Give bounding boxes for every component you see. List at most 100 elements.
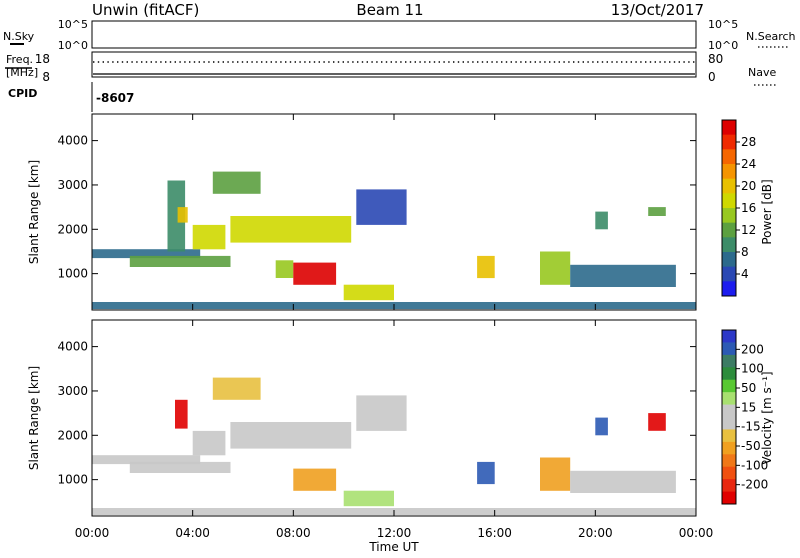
colorbar-swatch <box>722 367 736 381</box>
colorbar-swatch <box>722 178 736 194</box>
colorbar-swatch <box>722 252 736 268</box>
power-colorbar: 28 24 20 16 12 8 4 <box>721 119 756 297</box>
y-tick-label: 3000 <box>57 384 88 398</box>
colorbar-swatch <box>722 466 736 480</box>
colorbar-swatch <box>722 222 736 238</box>
freq-tick-top: 18 <box>35 52 50 66</box>
colorbar-tick-label: 28 <box>741 135 756 149</box>
nsky-tick-bottom: 10^0 <box>58 39 88 52</box>
echo-region <box>230 422 352 449</box>
colorbar-swatch <box>722 237 736 253</box>
power-panel: 1000 2000 3000 4000 Slant Range [km] <box>27 113 697 311</box>
colorbar-swatch <box>722 120 736 136</box>
beam-label: Beam 11 <box>356 1 423 19</box>
colorbar-swatch <box>722 193 736 209</box>
colorbar-swatch <box>722 330 736 343</box>
colorbar-tick-label: -50 <box>741 439 761 453</box>
colorbar-tick-label: 50 <box>741 381 756 395</box>
x-axis-label: Time UT <box>368 540 419 554</box>
nave-tick-top: 80 <box>708 52 723 66</box>
power-y-ticks: 1000 2000 3000 4000 <box>57 134 696 281</box>
colorbar-swatch <box>722 266 736 282</box>
noise-strip: N.Sky 10^5 10^0 10^5 10^0 N.Search <box>3 18 796 52</box>
colorbar-swatch <box>722 208 736 224</box>
echo-region <box>648 413 666 431</box>
colorbar-swatch <box>722 417 736 430</box>
y-tick-label: 2000 <box>57 222 88 236</box>
echo-region <box>293 262 337 285</box>
cpid-value: -8607 <box>96 91 134 105</box>
colorbar-swatch <box>722 454 736 468</box>
velocity-colorbar: 200 100 50 15 -15 -50 -100 -200 <box>721 329 768 505</box>
colorbar-swatch <box>722 342 736 356</box>
noise-panel-frame <box>91 20 697 49</box>
velocity-panel: 1000 2000 3000 4000 Slant Range [km] <box>27 319 697 517</box>
colorbar-tick-label: 20 <box>741 179 756 193</box>
echo-region <box>92 455 201 465</box>
colorbar-swatch <box>722 164 736 180</box>
colorbar-swatch <box>722 149 736 165</box>
echo-region <box>477 461 495 485</box>
colorbar-tick-label: 200 <box>741 342 764 356</box>
echo-region <box>129 461 231 473</box>
nsearch-tick-bottom: 10^0 <box>708 39 738 52</box>
echo-region <box>540 251 571 285</box>
x-tick-label: 12:00 <box>377 526 412 540</box>
colorbar-swatch <box>722 281 736 297</box>
colorbar-tick-label: -15 <box>741 420 761 434</box>
freq-tick-bottom: 8 <box>42 70 50 84</box>
echo-region <box>167 180 186 252</box>
nsky-tick-top: 10^5 <box>58 18 88 31</box>
x-axis: 00:00 04:00 08:00 12:00 16:00 20:00 00:00 <box>75 114 713 540</box>
nave-tick-bottom: 0 <box>708 70 716 84</box>
nsky-label: N.Sky <box>3 30 35 43</box>
echo-region <box>595 417 608 436</box>
x-tick-label: 04:00 <box>175 526 210 540</box>
colorbar-tick-label: -100 <box>741 458 768 472</box>
echo-region <box>275 260 294 278</box>
x-tick-label: 08:00 <box>276 526 311 540</box>
power-y-axis-label: Slant Range [km] <box>27 160 41 264</box>
echo-region <box>648 207 666 216</box>
velocity-echo-layer <box>92 377 696 516</box>
x-tick-label: 00:00 <box>75 526 110 540</box>
y-tick-label: 4000 <box>57 340 88 354</box>
colorbar-swatch <box>722 354 736 368</box>
colorbar-frame <box>721 329 737 505</box>
nave-label: Nave <box>748 66 776 79</box>
echo-region <box>356 395 407 431</box>
nsearch-label: N.Search <box>746 30 796 43</box>
freq-strip: Freq. [MHz] 18 8 80 0 Nave <box>5 51 776 86</box>
colorbar-tick-label: 15 <box>741 400 756 414</box>
echo-region <box>175 399 188 429</box>
date-label: 13/Oct/2017 <box>611 1 704 19</box>
cpid-label: CPID <box>8 87 37 100</box>
echo-region <box>570 264 676 287</box>
colorbar-swatch <box>722 441 736 455</box>
nsearch-tick-top: 10^5 <box>708 18 738 31</box>
y-tick-label: 3000 <box>57 178 88 192</box>
freq-label-line1: Freq. <box>6 53 33 66</box>
velocity-y-ticks: 1000 2000 3000 4000 <box>57 340 696 487</box>
echo-region <box>192 224 226 250</box>
colorbar-swatch <box>722 429 736 443</box>
colorbar-swatch <box>722 379 736 393</box>
radar-name: Unwin (fitACF) <box>92 1 199 19</box>
colorbar-tick-label: 4 <box>741 267 749 281</box>
echo-region <box>129 255 231 267</box>
colorbar-swatch <box>722 392 736 405</box>
x-tick-label: 16:00 <box>477 526 512 540</box>
freq-label-line2: [MHz] <box>6 66 38 79</box>
y-tick-label: 2000 <box>57 428 88 442</box>
colorbar-swatch <box>722 134 736 150</box>
colorbar-swatch <box>722 491 736 505</box>
echo-region <box>540 457 571 491</box>
colorbar-swatch <box>722 479 736 492</box>
echo-region <box>595 211 608 230</box>
echo-region <box>192 430 226 456</box>
echo-region <box>212 377 261 400</box>
velocity-y-axis-label: Slant Range [km] <box>27 366 41 470</box>
colorbar-tick-label: 8 <box>741 245 749 259</box>
echo-region <box>212 171 261 194</box>
